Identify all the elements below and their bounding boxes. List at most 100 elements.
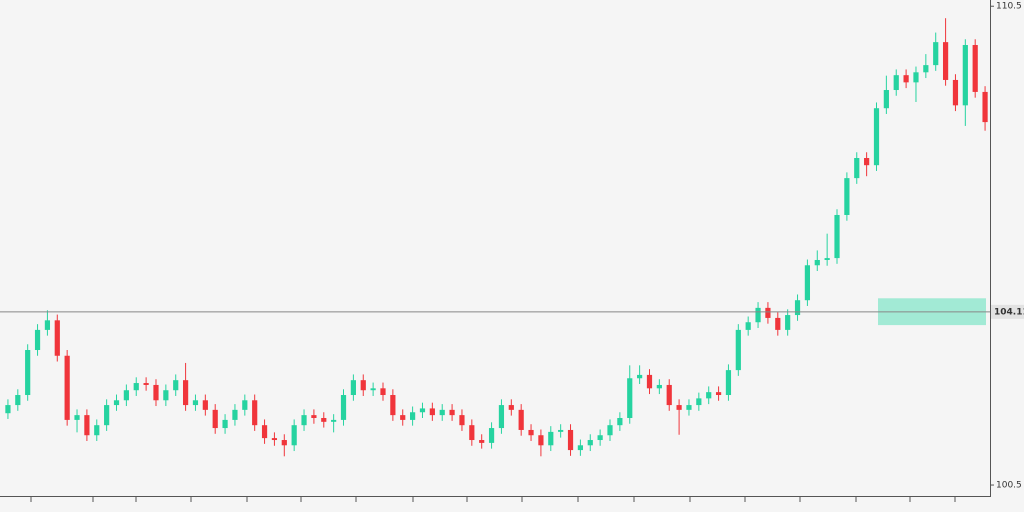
candle-body bbox=[419, 408, 426, 413]
candle-body bbox=[567, 429, 574, 451]
candle-body bbox=[281, 440, 287, 446]
candle-body bbox=[380, 388, 386, 396]
y-tick-label: 110.5 bbox=[996, 2, 1022, 12]
candle-body bbox=[459, 415, 465, 426]
price-label-box bbox=[991, 304, 1024, 319]
candle-body bbox=[113, 400, 120, 406]
candle-body bbox=[301, 415, 307, 426]
candle-body bbox=[429, 408, 435, 416]
candle-body bbox=[488, 428, 495, 443]
candle-body bbox=[923, 65, 929, 73]
candle-body bbox=[242, 400, 248, 410]
candle-body bbox=[163, 390, 169, 401]
candle-body bbox=[508, 405, 514, 410]
candle-body bbox=[202, 400, 208, 410]
candle-body bbox=[794, 300, 801, 316]
candle-body bbox=[360, 380, 366, 391]
candle-body bbox=[400, 415, 406, 420]
candle-body bbox=[15, 395, 21, 406]
candle-body bbox=[676, 405, 682, 410]
candle-body bbox=[824, 258, 830, 260]
candle-body bbox=[331, 419, 337, 422]
price-label: 104.117 bbox=[994, 307, 1024, 317]
candle-body bbox=[607, 425, 613, 436]
candle-body bbox=[64, 355, 70, 420]
candle-body bbox=[449, 409, 455, 416]
candle-body bbox=[370, 388, 376, 391]
candle-body bbox=[410, 412, 416, 420]
candle-body bbox=[261, 425, 268, 439]
candle-body bbox=[54, 320, 60, 356]
candle-body bbox=[962, 45, 968, 106]
candle-body bbox=[666, 384, 672, 406]
candle-body bbox=[123, 390, 129, 401]
candle-body bbox=[538, 435, 544, 446]
candle-body bbox=[883, 90, 889, 109]
candle-body bbox=[291, 425, 297, 446]
candle-body bbox=[558, 429, 564, 432]
candle-body bbox=[804, 265, 811, 301]
candle-body bbox=[982, 91, 988, 123]
candle-body bbox=[637, 374, 643, 379]
candle-body bbox=[182, 380, 189, 406]
candle-body bbox=[104, 405, 110, 426]
candle-body bbox=[25, 350, 31, 396]
candle-body bbox=[656, 384, 662, 389]
candle-body bbox=[942, 42, 949, 80]
candle-body bbox=[44, 320, 51, 330]
candle-body bbox=[873, 108, 880, 166]
candle-body bbox=[617, 417, 623, 426]
x-axis-ticks bbox=[30, 497, 956, 502]
candle-body bbox=[597, 435, 603, 441]
candle-body bbox=[706, 392, 712, 399]
candle-body bbox=[84, 415, 90, 436]
candle-body bbox=[725, 370, 732, 396]
candle-body bbox=[232, 409, 238, 420]
candle-body bbox=[834, 214, 840, 259]
candle-body bbox=[715, 392, 722, 396]
candle-body bbox=[785, 315, 791, 330]
candle-body bbox=[271, 438, 278, 441]
candle-body bbox=[340, 395, 347, 420]
candle-body bbox=[587, 440, 593, 446]
candle-body bbox=[933, 42, 939, 66]
candle-body bbox=[321, 417, 327, 422]
candle-body bbox=[469, 425, 475, 441]
candle-body bbox=[528, 429, 534, 436]
candle-body bbox=[696, 398, 702, 406]
candle-body bbox=[755, 307, 761, 323]
candle-body bbox=[222, 419, 228, 429]
candle-body bbox=[627, 378, 633, 418]
candle-body bbox=[5, 405, 11, 414]
candle-body bbox=[74, 415, 80, 420]
candle-body bbox=[864, 158, 870, 166]
candle-body bbox=[390, 395, 396, 416]
candle-body bbox=[479, 440, 485, 443]
candle-body bbox=[844, 178, 850, 215]
candle-body bbox=[952, 79, 959, 106]
candle-body bbox=[518, 409, 524, 430]
candle-body bbox=[972, 45, 978, 92]
candle-body bbox=[133, 383, 139, 391]
candle-body bbox=[498, 405, 505, 429]
candle-body bbox=[34, 329, 41, 351]
candle-body bbox=[350, 380, 356, 396]
candle-body bbox=[893, 75, 899, 91]
candle-body bbox=[548, 431, 554, 446]
candle-body bbox=[735, 329, 741, 371]
candle-body bbox=[903, 75, 909, 83]
candle-body bbox=[775, 317, 781, 330]
candle-body bbox=[854, 158, 860, 179]
candle-body bbox=[765, 307, 771, 318]
candle-body bbox=[192, 400, 199, 406]
candle-body bbox=[212, 409, 218, 429]
candle-body bbox=[577, 445, 583, 451]
candle-body bbox=[311, 415, 317, 418]
candle-body bbox=[94, 425, 100, 436]
candle-body bbox=[814, 259, 820, 266]
candle-body bbox=[646, 374, 653, 389]
candle-body bbox=[439, 409, 445, 416]
